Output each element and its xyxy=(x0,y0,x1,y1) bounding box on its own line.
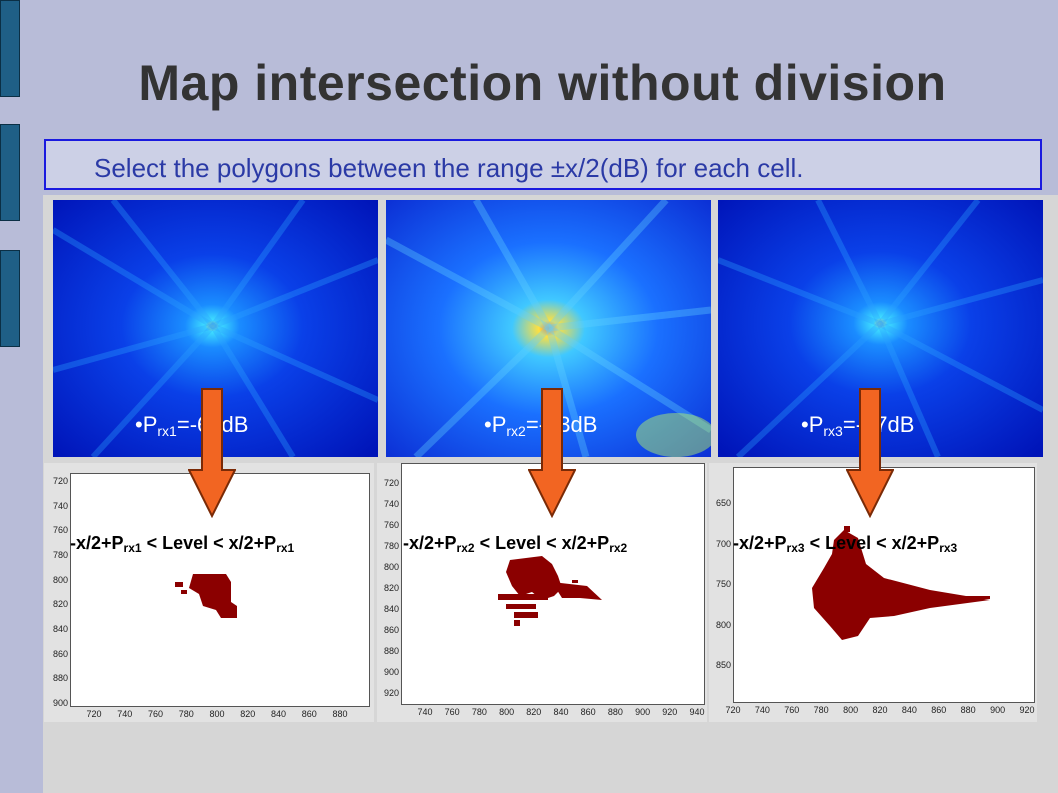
y-tick-label: 860 xyxy=(52,648,68,659)
x-tick-label: 920 xyxy=(662,707,678,717)
x-tick-label: 740 xyxy=(117,709,133,719)
y-tick-label: 720 xyxy=(52,476,68,486)
down-arrow-icon xyxy=(528,388,576,518)
y-tick-label: 920 xyxy=(383,688,399,698)
y-tick-label: 820 xyxy=(52,599,68,610)
x-tick-label: 740 xyxy=(417,707,433,717)
x-tick-label: 840 xyxy=(553,707,569,717)
side-tab-3 xyxy=(0,250,20,347)
x-tick-label: 780 xyxy=(471,707,487,717)
down-arrow-icon xyxy=(188,388,236,518)
y-tick-label: 850 xyxy=(715,660,731,670)
y-tick-label: 740 xyxy=(383,499,399,509)
formula-rx2: -x/2+Prx2 < Level < x/2+Prx2 xyxy=(403,533,628,555)
y-tick-label: 800 xyxy=(52,574,68,585)
x-tick-label: 720 xyxy=(725,705,741,715)
formula-rx1: -x/2+Prx1 < Level < x/2+Prx1 xyxy=(70,533,295,555)
y-tick-label: 780 xyxy=(52,550,68,560)
plot-area-3 xyxy=(733,467,1035,703)
x-tick-label: 860 xyxy=(301,709,317,719)
x-tick-label: 880 xyxy=(607,707,623,717)
x-tick-label: 780 xyxy=(178,709,194,719)
y-tick-label: 840 xyxy=(383,604,399,614)
y-tick-label: 880 xyxy=(52,673,68,684)
x-tick-label: 800 xyxy=(209,709,225,719)
formula-rx3: -x/2+Prx3 < Level < x/2+Prx3 xyxy=(733,533,958,555)
x-tick-label: 800 xyxy=(843,705,859,715)
x-tick-label: 760 xyxy=(147,709,164,719)
y-tick-label: 720 xyxy=(383,478,399,488)
y-tick-label: 760 xyxy=(52,525,68,536)
y-tick-label: 740 xyxy=(52,500,68,511)
x-tick-label: 840 xyxy=(901,705,917,715)
y-tick-label: 750 xyxy=(715,579,731,589)
x-tick-label: 760 xyxy=(444,707,460,717)
subtitle-box: Select the polygons between the range ±x… xyxy=(44,139,1042,190)
y-tick-label: 700 xyxy=(715,538,731,549)
y-tick-label: 780 xyxy=(383,541,399,551)
x-tick-label: 840 xyxy=(270,709,287,719)
y-tick-label: 880 xyxy=(383,646,399,656)
y-tick-label: 650 xyxy=(715,498,731,508)
x-tick-label: 760 xyxy=(784,705,800,715)
plot-area-1 xyxy=(70,473,370,707)
x-tick-label: 860 xyxy=(931,705,947,715)
side-tab-2 xyxy=(0,124,20,221)
slide-title: Map intersection without division xyxy=(138,55,947,111)
x-tick-label: 800 xyxy=(499,707,515,717)
y-tick-label: 900 xyxy=(52,698,68,708)
y-tick-label: 800 xyxy=(715,619,731,630)
y-tick-label: 800 xyxy=(383,562,399,572)
polygon-rx3 xyxy=(812,526,990,640)
x-tick-label: 940 xyxy=(689,707,705,717)
x-tick-label: 820 xyxy=(526,707,542,717)
x-tick-label: 740 xyxy=(754,705,770,715)
side-tab-1 xyxy=(0,0,20,97)
y-tick-label: 860 xyxy=(383,625,399,635)
x-tick-label: 880 xyxy=(332,709,348,719)
y-tick-label: 900 xyxy=(383,667,399,677)
x-tick-label: 900 xyxy=(990,705,1006,715)
left-sidebar-band xyxy=(0,0,43,793)
x-tick-label: 900 xyxy=(635,707,651,717)
x-tick-label: 820 xyxy=(872,705,888,715)
polygon-rx2 xyxy=(498,556,602,626)
x-tick-label: 880 xyxy=(960,705,976,715)
x-tick-label: 860 xyxy=(580,707,596,717)
subtitle-text: Select the polygons between the range ±x… xyxy=(94,153,804,183)
y-tick-label: 820 xyxy=(383,583,399,593)
y-tick-label: 840 xyxy=(52,624,68,634)
x-tick-label: 920 xyxy=(1019,705,1035,715)
x-tick-label: 820 xyxy=(240,709,256,719)
y-tick-label: 760 xyxy=(383,520,399,530)
down-arrow-icon xyxy=(846,388,894,518)
x-tick-label: 720 xyxy=(86,709,102,719)
polygon-rx1 xyxy=(175,574,237,618)
x-tick-label: 780 xyxy=(813,705,829,715)
